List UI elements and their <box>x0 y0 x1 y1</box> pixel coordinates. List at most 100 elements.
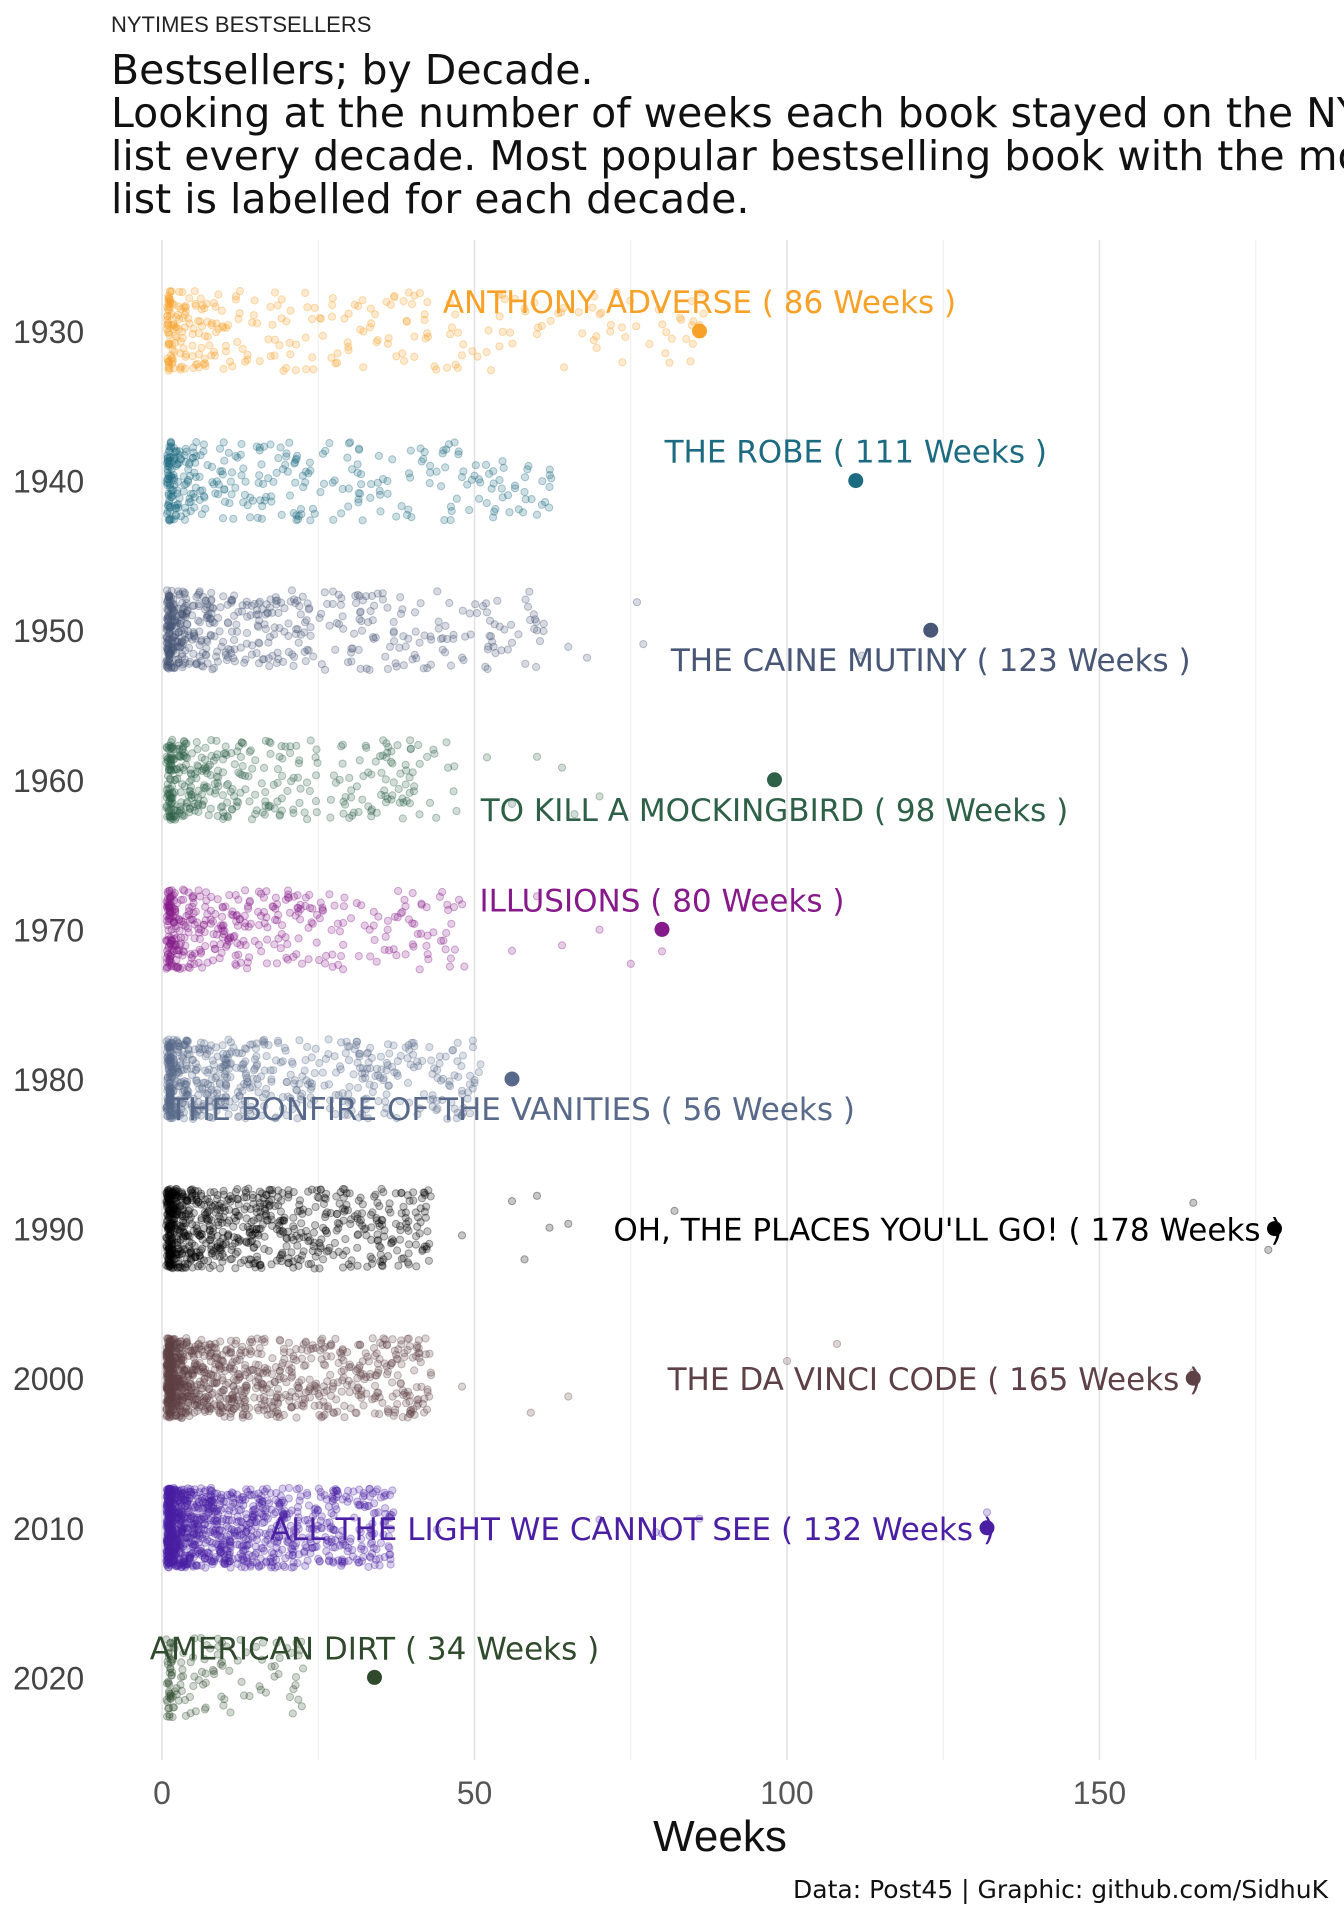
data-point <box>164 663 173 672</box>
chart-title-line: list every decade. Most popular bestsell… <box>111 132 1344 180</box>
data-point <box>459 656 468 665</box>
data-point <box>176 349 185 358</box>
data-point <box>178 660 187 669</box>
data-point <box>207 1371 216 1380</box>
data-point <box>218 1227 227 1237</box>
data-point <box>399 297 408 306</box>
data-points <box>162 287 1273 1722</box>
data-point <box>182 799 191 808</box>
data-point <box>359 772 368 781</box>
data-point <box>163 479 172 488</box>
data-point <box>201 743 210 752</box>
data-point <box>347 648 356 657</box>
data-point <box>494 290 503 300</box>
data-point <box>458 653 467 662</box>
data-point <box>315 914 324 923</box>
data-point <box>179 895 188 904</box>
data-point <box>181 457 190 466</box>
data-point <box>426 660 435 669</box>
data-point <box>267 1195 276 1204</box>
data-point <box>163 595 172 604</box>
data-point <box>383 916 392 925</box>
data-point <box>168 622 177 631</box>
data-point <box>437 482 446 491</box>
data-point <box>387 795 396 804</box>
data-point <box>402 510 412 520</box>
data-point <box>245 747 254 757</box>
data-point <box>209 298 219 308</box>
data-point <box>180 310 189 319</box>
data-point <box>203 461 212 470</box>
data-point <box>172 1338 181 1347</box>
data-point <box>554 309 563 318</box>
data-point <box>167 644 176 654</box>
data-point <box>438 645 447 654</box>
data-point <box>206 1357 216 1366</box>
data-point <box>688 339 698 348</box>
data-point <box>291 455 300 464</box>
data-point <box>404 1041 413 1050</box>
data-point <box>197 322 207 331</box>
data-point <box>387 1359 396 1368</box>
data-point <box>351 599 361 608</box>
data-point <box>308 904 317 913</box>
data-point <box>354 495 363 504</box>
data-point <box>324 1035 333 1044</box>
data-point <box>341 1235 350 1244</box>
data-point <box>258 605 267 614</box>
data-point <box>275 1413 284 1422</box>
data-point <box>165 1251 174 1260</box>
data-point <box>163 632 172 641</box>
data-point <box>323 1402 333 1411</box>
data-point <box>218 912 227 922</box>
data-point <box>177 637 186 646</box>
data-point <box>174 741 183 750</box>
data-point <box>179 472 188 481</box>
data-point <box>186 950 195 959</box>
data-point <box>190 1361 199 1371</box>
data-point <box>196 949 205 958</box>
data-point <box>376 1338 385 1347</box>
data-point <box>265 632 274 642</box>
data-point <box>248 641 257 650</box>
data-point <box>194 807 203 817</box>
data-point <box>205 760 214 769</box>
data-point <box>192 659 201 669</box>
data-point <box>274 454 283 463</box>
data-point <box>375 1393 384 1402</box>
data-point <box>172 511 181 521</box>
data-point <box>346 914 356 923</box>
data-point <box>166 621 176 631</box>
data-point <box>447 323 456 332</box>
data-point <box>248 318 257 327</box>
data-point <box>225 933 235 942</box>
data-point <box>163 354 172 363</box>
data-point <box>339 940 348 950</box>
data-point <box>272 658 281 668</box>
data-point <box>343 338 352 347</box>
data-point <box>182 508 191 517</box>
data-point <box>325 621 334 630</box>
data-point <box>243 350 252 359</box>
data-point <box>460 962 469 971</box>
data-point <box>162 632 171 642</box>
data-point <box>531 615 540 624</box>
data-point <box>393 1371 402 1380</box>
data-point <box>508 339 517 348</box>
data-point <box>346 1404 355 1413</box>
data-point <box>263 935 272 944</box>
data-point <box>521 595 530 604</box>
data-point <box>193 1079 202 1088</box>
data-point <box>173 638 182 647</box>
data-point <box>305 786 314 796</box>
data-point <box>245 898 254 907</box>
data-point <box>521 659 530 668</box>
data-point <box>241 886 250 895</box>
data-point <box>416 599 425 608</box>
data-point <box>167 309 176 319</box>
data-point <box>362 664 371 673</box>
data-point <box>307 918 316 927</box>
data-point <box>446 661 456 670</box>
data-point <box>167 610 177 619</box>
data-point <box>281 363 291 373</box>
